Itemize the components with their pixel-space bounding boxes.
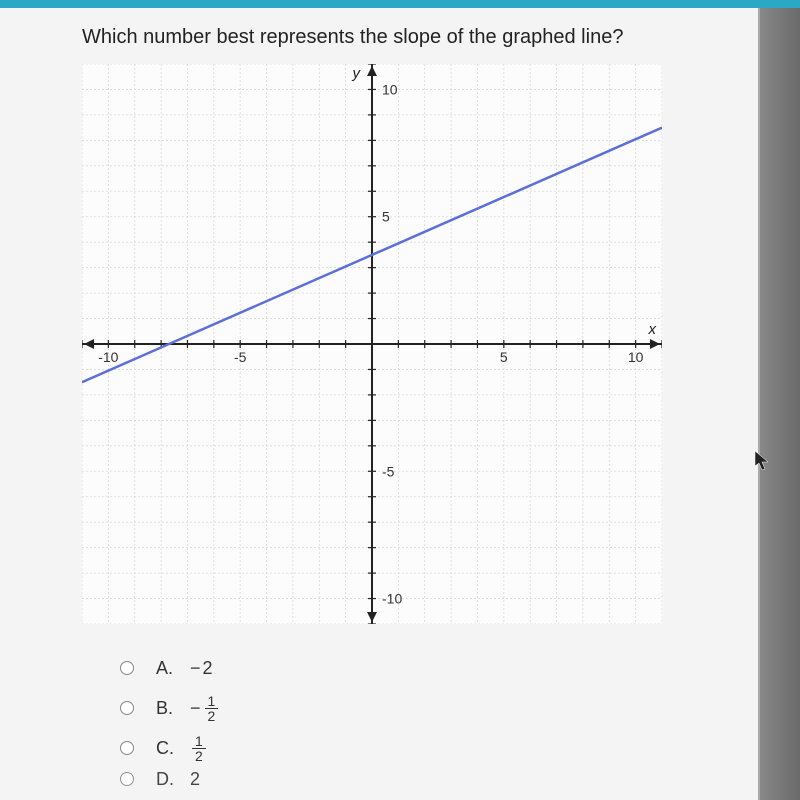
option-letter: A. (156, 658, 190, 679)
svg-text:-5: -5 (234, 349, 247, 365)
svg-text:-10: -10 (382, 591, 402, 607)
radio-button[interactable] (120, 772, 134, 786)
option-row[interactable]: A.−2 (120, 648, 520, 688)
question-text: Which number best represents the slope o… (0, 8, 758, 57)
option-letter: C. (156, 738, 190, 759)
svg-text:-10: -10 (98, 349, 118, 365)
cursor-icon (754, 450, 770, 472)
answer-options: A.−2B.−12C.12D.2 (120, 648, 520, 790)
svg-text:-5: -5 (382, 463, 395, 479)
option-value: 12 (190, 734, 206, 763)
option-letter: B. (156, 698, 190, 719)
svg-text:10: 10 (628, 349, 644, 365)
radio-button[interactable] (120, 661, 134, 675)
slope-chart: -10-5510105-5-10yx (82, 64, 662, 624)
option-value: 2 (190, 769, 200, 790)
svg-text:10: 10 (382, 81, 398, 97)
svg-text:5: 5 (382, 209, 390, 225)
option-row[interactable]: B.−12 (120, 688, 520, 728)
option-value: −2 (190, 658, 213, 679)
radio-button[interactable] (120, 701, 134, 715)
option-row[interactable]: D.2 (120, 768, 520, 790)
radio-button[interactable] (120, 741, 134, 755)
option-value: −12 (190, 694, 218, 723)
option-letter: D. (156, 769, 190, 790)
option-row[interactable]: C.12 (120, 728, 520, 768)
svg-text:x: x (648, 321, 657, 338)
svg-text:5: 5 (500, 349, 508, 365)
